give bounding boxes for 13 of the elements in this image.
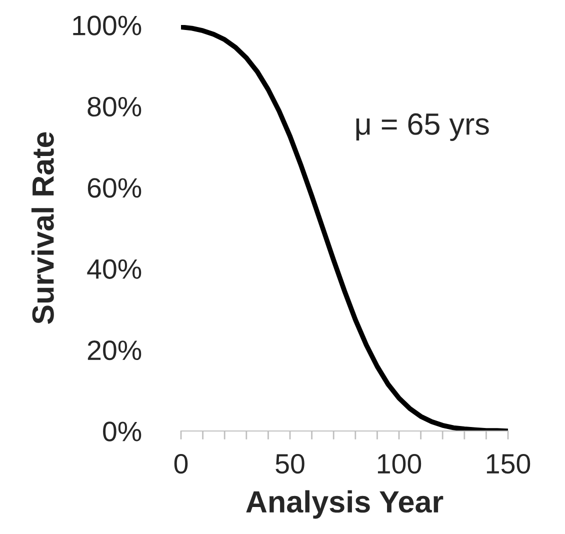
y-tick-label: 0%	[103, 422, 142, 442]
y-tick-label: 20%	[88, 340, 142, 360]
y-axis-title: Survival Rate	[31, 132, 54, 324]
x-tick-label: 50	[276, 454, 304, 474]
x-axis-title: Analysis Year	[246, 490, 444, 519]
y-tick-label: 60%	[88, 178, 142, 198]
x-tick-label: 150	[486, 454, 530, 474]
y-tick-label: 100%	[73, 16, 142, 36]
y-tick-label: 80%	[88, 96, 142, 117]
x-tick-label: 0	[174, 454, 188, 474]
y-tick-label: 40%	[87, 259, 142, 279]
annotation: μ = 65 yrs	[356, 113, 489, 141]
x-tick-label: 100	[378, 454, 422, 474]
